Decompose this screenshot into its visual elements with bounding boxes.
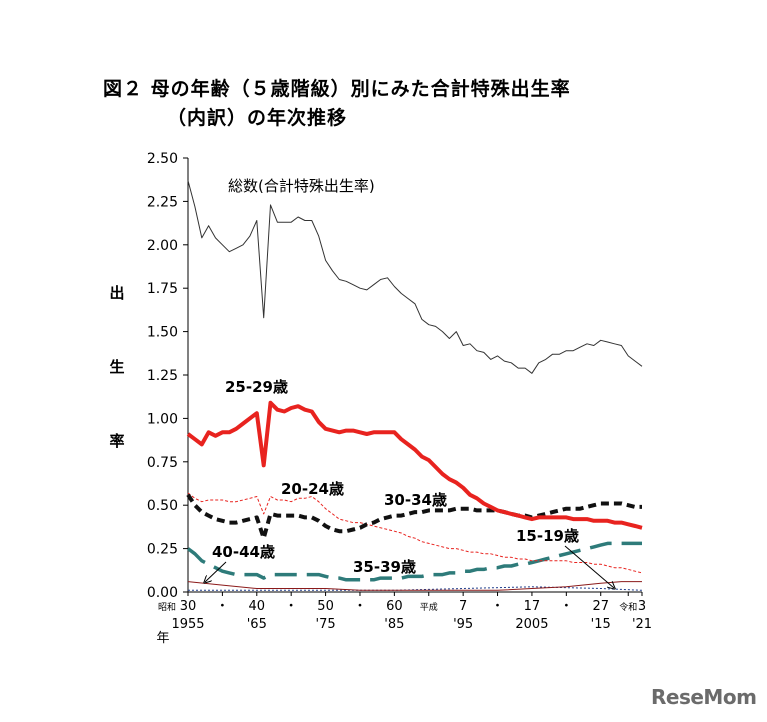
x-tick-label: 3	[638, 599, 646, 614]
x-tick-label: ・	[560, 599, 573, 614]
y-tick-label: 2.50	[147, 151, 178, 167]
x-tick-label: ・	[216, 599, 229, 614]
x-axis-label: 年	[156, 631, 169, 646]
y-tick-label: 0.25	[147, 542, 178, 558]
y-tick-label: 0.00	[147, 585, 178, 601]
x-tick-label: 令和	[619, 601, 637, 613]
y-tick-label: 1.25	[147, 368, 178, 384]
chart-title-line1: 図２ 母の年齢（５歳階級）別にみた合計特殊出生率	[103, 78, 571, 100]
y-tick-label: 1.50	[147, 325, 178, 341]
y-axis-label-char: 生	[109, 358, 125, 376]
x-tick-year-label: '21	[632, 617, 652, 632]
x-tick-label: 平成	[420, 601, 438, 613]
x-tick-label: 40	[249, 599, 266, 614]
x-tick-year-label: 2005	[515, 617, 548, 632]
annotation-label-a15: 15-19歳	[516, 527, 579, 545]
series-line-a40	[187, 581, 642, 591]
series-line-a25	[186, 400, 643, 530]
y-tick-label: 2.00	[147, 238, 178, 254]
y-tick-label: 1.75	[147, 281, 178, 297]
x-tick-label: ・	[491, 599, 504, 614]
annotation-label-a40: 40-44歳	[212, 543, 275, 561]
x-tick-label: 60	[386, 599, 403, 614]
annotation-label-total: 総数(合計特殊出生率)	[228, 177, 375, 195]
x-tick-year-label: 1955	[171, 617, 204, 632]
y-tick-label: 0.50	[147, 498, 178, 514]
x-tick-year-label: '95	[453, 617, 473, 632]
y-axis-label-char: 率	[109, 432, 125, 450]
annotation-arrow-15-19	[564, 545, 614, 588]
x-tick-label: ・	[353, 599, 366, 614]
x-tick-year-label: '15	[591, 617, 611, 632]
x-tick-year-label: '85	[384, 617, 404, 632]
x-tick-label: 17	[524, 599, 541, 614]
y-tick-label: 2.25	[147, 194, 178, 210]
y-axis-label: 出 生 率	[105, 282, 129, 504]
series-line-a35	[186, 541, 642, 582]
x-tick-label: ・	[285, 599, 298, 614]
x-tick-year-label: '65	[247, 617, 267, 632]
resemom-logo: ReseMom	[651, 685, 757, 709]
x-tick-era-label: 昭和	[158, 602, 176, 613]
series-line-a20	[187, 492, 643, 574]
x-tick-label: 50	[317, 599, 334, 614]
series-line-total	[187, 180, 643, 374]
x-tick-year-label: '75	[316, 617, 336, 632]
series-line-a30	[186, 493, 642, 541]
annotation-label-a25: 25-29歳	[225, 378, 288, 396]
x-tick-label: 27	[592, 599, 609, 614]
annotation-label-a30: 30-34歳	[384, 491, 447, 509]
series-line-a15	[188, 586, 643, 591]
y-axis-label-char: 出	[109, 284, 125, 302]
annotation-arrow-40-44	[205, 561, 227, 582]
chart-title-line2: （内訳）の年次推移	[167, 107, 348, 129]
annotation-label-a35: 35-39歳	[353, 558, 416, 576]
y-tick-label: 0.75	[147, 455, 178, 471]
annotation-label-a20: 20-24歳	[281, 480, 344, 498]
x-tick-label: 30	[180, 599, 197, 614]
y-tick-label: 1.00	[147, 411, 178, 427]
x-tick-label: 7	[459, 599, 467, 614]
